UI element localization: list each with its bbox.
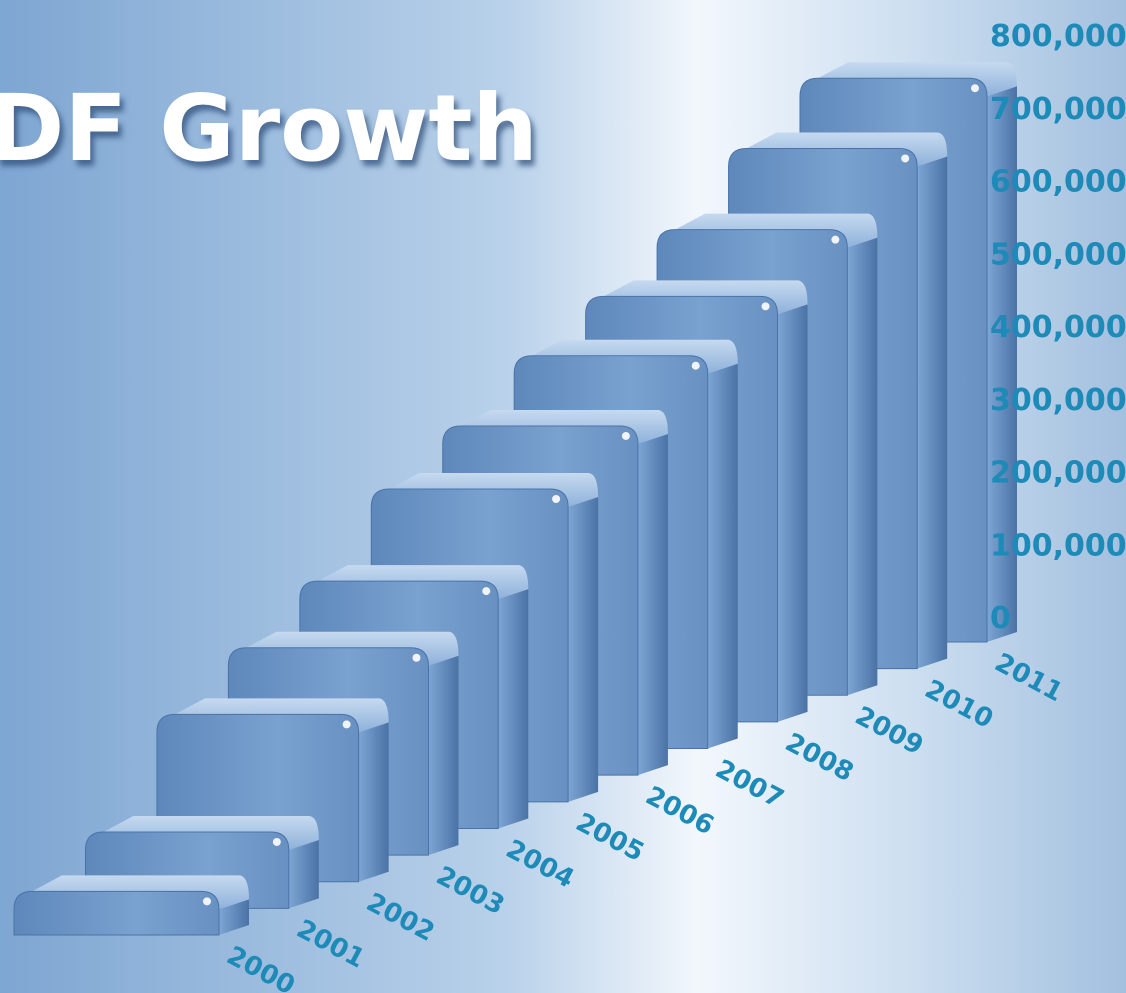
y-tick-label: 100,000 [990, 528, 1126, 563]
bar-top [32, 875, 249, 910]
bar-front [13, 890, 220, 936]
bar-top [675, 213, 878, 248]
bar-highlight [691, 361, 700, 370]
y-tick-label: 300,000 [990, 383, 1126, 418]
bar-highlight [203, 897, 211, 906]
bar-side [358, 722, 389, 882]
y-tick-label: 500,000 [990, 237, 1126, 272]
bar-side [987, 86, 1017, 642]
bar-top [103, 815, 319, 850]
bar-highlight [621, 431, 630, 440]
bar-side [428, 655, 459, 856]
bar-top [460, 409, 668, 444]
bar-side [847, 237, 878, 696]
y-tick-label: 200,000 [990, 456, 1126, 491]
bar-side [288, 839, 319, 909]
bar-side [917, 156, 948, 669]
bar-top [246, 631, 459, 666]
bar-highlight [412, 653, 421, 662]
bar-highlight [901, 154, 910, 163]
y-tick-label: 700,000 [990, 92, 1126, 127]
bar-side [219, 899, 249, 935]
bar-side [637, 433, 668, 776]
bar-top [317, 565, 529, 600]
bar-top [746, 132, 948, 167]
bars-group [13, 62, 1017, 936]
bar-highlight [761, 302, 770, 311]
bar-top [174, 698, 389, 733]
bar-highlight [971, 84, 979, 93]
bar-side [707, 363, 738, 749]
bar-top [818, 62, 1017, 97]
bar-2000 [13, 875, 249, 936]
bar-side [498, 589, 529, 829]
y-axis-ticks-group: 0 100,000 200,000 300,000 400,000 500,000 600,… [990, 19, 1126, 636]
chart-title: DF Growth [0, 75, 538, 182]
bar-highlight [272, 837, 281, 846]
bar-side [777, 304, 808, 722]
bar-highlight [482, 587, 491, 596]
y-tick-label: 400,000 [990, 310, 1126, 345]
y-tick-label: 600,000 [990, 165, 1126, 200]
bar-top [532, 339, 738, 374]
bar-top [603, 280, 808, 315]
bar-side [568, 496, 599, 802]
y-tick-label: 800,000 [990, 19, 1126, 54]
y-tick-label: 0 [990, 601, 1011, 636]
bar-highlight [831, 235, 840, 244]
bar-top [389, 472, 599, 507]
bar-highlight [552, 494, 561, 503]
bar-highlight [342, 720, 351, 729]
